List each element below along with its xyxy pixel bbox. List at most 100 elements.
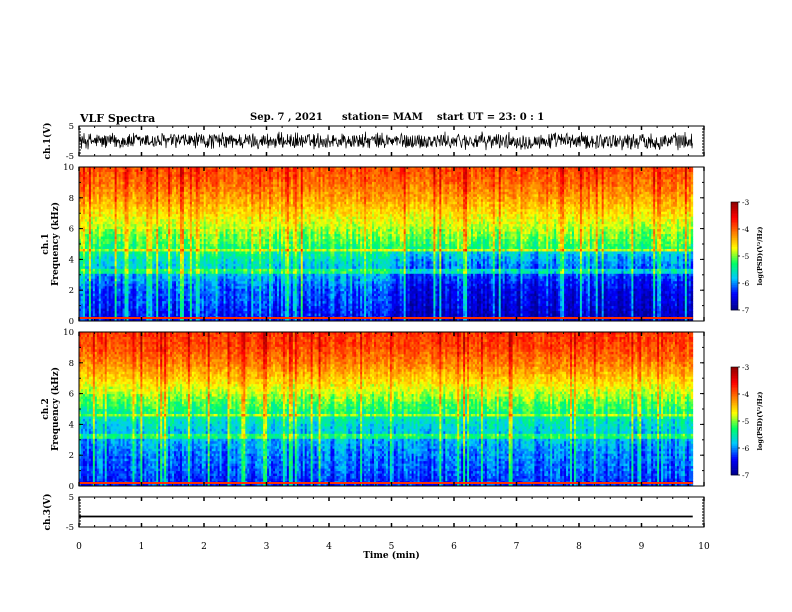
colorbar-segment <box>731 305 738 307</box>
colorbar-segment <box>731 231 738 233</box>
colorbar-segment <box>731 236 738 238</box>
colorbar-segment <box>731 471 738 473</box>
colorbar-segment <box>731 299 738 301</box>
colorbar-segment <box>731 407 738 409</box>
colorbar-segment <box>731 281 738 283</box>
colorbar-segment <box>731 218 738 220</box>
colorbar-segment <box>731 290 738 292</box>
y-tick-label: 2 <box>69 451 74 461</box>
colorbar-segment <box>731 263 738 265</box>
x-tick-label: 2 <box>201 542 207 552</box>
colorbar-segment <box>731 274 738 276</box>
colorbar-tick-label: -6 <box>742 444 750 453</box>
ch3-ylabel: ch.3(V) <box>42 494 53 531</box>
colorbar-segment <box>731 270 738 272</box>
colorbar-segment <box>731 209 738 211</box>
colorbar-segment <box>731 378 738 380</box>
colorbar-segment <box>731 249 738 251</box>
colorbar-tick-label: -4 <box>742 225 750 234</box>
colorbar-segment <box>731 408 738 410</box>
colorbar-segment <box>731 247 738 249</box>
colorbar-segment <box>731 468 738 470</box>
colorbar-segment <box>731 462 738 464</box>
colorbar-segment <box>731 374 738 376</box>
colorbar-segment <box>731 394 738 396</box>
colorbar-segment <box>731 260 738 262</box>
y-tick-label: 5 <box>69 493 74 503</box>
colorbar-segment <box>731 419 738 421</box>
x-tick-label: 6 <box>451 542 457 552</box>
colorbar-segment <box>731 240 738 242</box>
colorbar-segment <box>731 211 738 213</box>
colorbar-segment <box>731 414 738 416</box>
colorbar-segment <box>731 224 738 226</box>
ch1-spectrogram-colorbar <box>731 202 738 310</box>
colorbar-segment <box>731 276 738 278</box>
colorbar-segment <box>731 423 738 425</box>
colorbar-segment <box>731 206 738 208</box>
colorbar-segment <box>731 446 738 448</box>
y-tick-label: 2 <box>69 286 74 296</box>
colorbar-segment <box>731 234 738 236</box>
colorbar-segment <box>731 385 738 387</box>
colorbar-segment <box>731 437 738 439</box>
x-tick-label: 9 <box>639 542 645 552</box>
x-tick-label: 7 <box>514 542 520 552</box>
colorbar-segment <box>731 243 738 245</box>
colorbar-segment <box>731 233 738 235</box>
colorbar-segment <box>731 269 738 271</box>
colorbar-segment <box>731 412 738 414</box>
colorbar-segment <box>731 265 738 267</box>
colorbar-segment <box>731 367 738 369</box>
colorbar-segment <box>731 443 738 445</box>
x-tick-label: 10 <box>698 542 710 552</box>
colorbar-segment <box>731 283 738 285</box>
colorbar-segment <box>731 227 738 229</box>
colorbar-segment <box>731 450 738 452</box>
colorbar-segment <box>731 461 738 463</box>
colorbar-segment <box>731 238 738 240</box>
colorbar-segment <box>731 421 738 423</box>
colorbar-segment <box>731 229 738 231</box>
colorbar-segment <box>731 278 738 280</box>
colorbar-segment <box>731 380 738 382</box>
colorbar-tick-label: -3 <box>742 363 750 372</box>
x-axis-label: Time (min) <box>363 550 420 561</box>
colorbar-segment <box>731 296 738 298</box>
colorbar-tick-label: -6 <box>742 279 750 288</box>
ch1-spectrogram-cells <box>79 167 693 321</box>
colorbar-segment <box>731 204 738 206</box>
colorbar-segment <box>731 392 738 394</box>
colorbar-segment <box>731 399 738 401</box>
colorbar-segment <box>731 261 738 263</box>
colorbar-tick-label: -3 <box>742 198 750 207</box>
colorbar-segment <box>731 303 738 305</box>
y-tick-label: 8 <box>69 194 74 204</box>
colorbar-segment <box>731 213 738 215</box>
colorbar-segment <box>731 457 738 459</box>
ch2-spectrogram-ylabel: ch.2 Frequency (kHz) <box>41 367 61 451</box>
colorbar-segment <box>731 448 738 450</box>
colorbar-segment <box>731 441 738 443</box>
colorbar-tick-label: -7 <box>742 471 750 480</box>
x-tick-label: 4 <box>326 542 332 552</box>
y-tick-label: -5 <box>66 523 74 533</box>
x-tick-label: 8 <box>576 542 582 552</box>
ch1-spectrogram-colorbar-label: log(PSD)(V²/Hz) <box>756 227 764 286</box>
colorbar-segment <box>731 416 738 418</box>
x-tick-label: 0 <box>76 542 82 552</box>
colorbar-segment <box>731 245 738 247</box>
ch2-spectrogram-colorbar-label: log(PSD)(V²/Hz) <box>756 392 764 451</box>
ch2-spectrogram-colorbar <box>731 367 738 475</box>
colorbar-segment <box>731 222 738 224</box>
colorbar-segment <box>731 376 738 378</box>
colorbar-segment <box>731 306 738 308</box>
colorbar-segment <box>731 287 738 289</box>
colorbar-segment <box>731 251 738 253</box>
colorbar-segment <box>731 256 738 258</box>
colorbar-segment <box>731 292 738 294</box>
colorbar-segment <box>731 403 738 405</box>
colorbar-segment <box>731 285 738 287</box>
